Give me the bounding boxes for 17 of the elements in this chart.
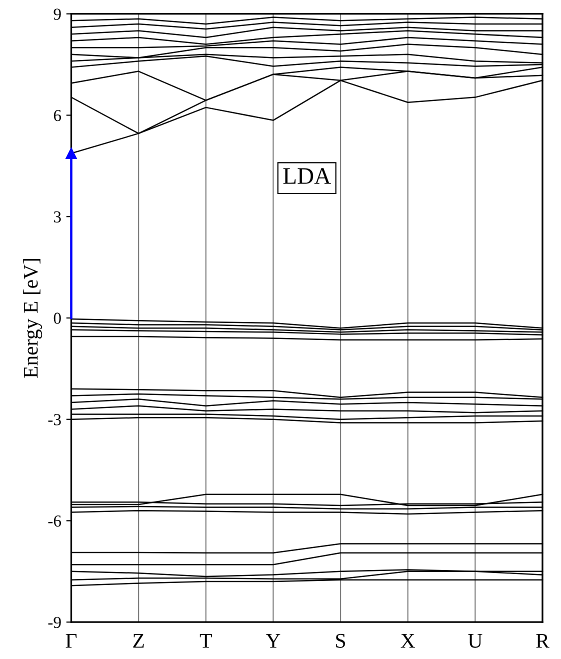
x-tick-label: Z — [133, 634, 144, 648]
y-tick-label: 0 — [54, 312, 61, 324]
x-tick-label: S — [336, 634, 346, 648]
y-tick-label: 9 — [54, 8, 61, 20]
y-tick-label: -3 — [48, 414, 61, 426]
x-tick-label: R — [536, 634, 550, 648]
y-axis-title: Energy E [eV] — [23, 258, 42, 378]
y-tick-label: -9 — [48, 616, 61, 628]
x-tick-label: U — [468, 634, 482, 648]
y-tick-label: 6 — [54, 110, 62, 122]
x-tick-label: Y — [266, 634, 280, 648]
y-tick-label: -6 — [48, 515, 62, 527]
annotation: LDA — [283, 168, 331, 184]
x-tick-label: T — [200, 634, 212, 648]
x-tick-label: Γ — [66, 634, 77, 648]
y-tick-label: 3 — [54, 211, 61, 223]
x-tick-label: X — [400, 634, 415, 648]
